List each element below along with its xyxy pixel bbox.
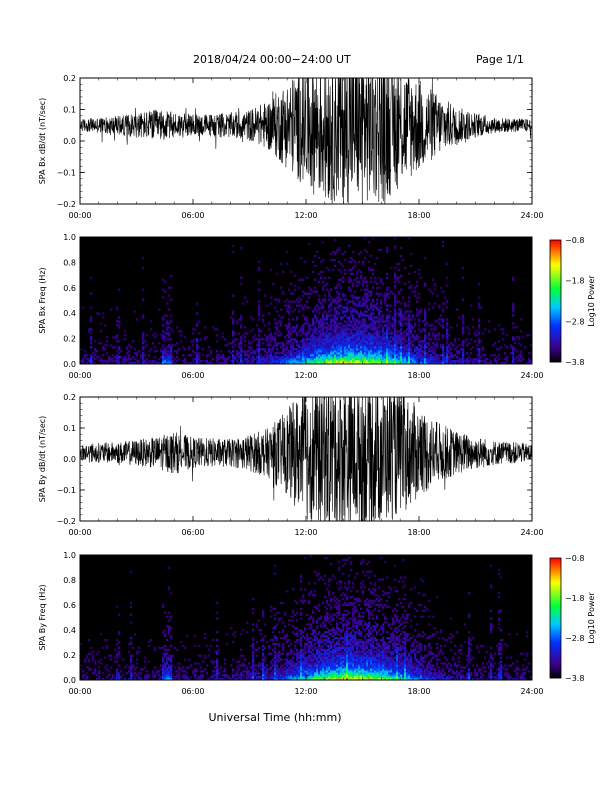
x-tick-label: 24:00 <box>520 371 543 380</box>
x-tick-label: 24:00 <box>520 211 543 220</box>
colorbar-label: Log10 Power <box>587 275 596 327</box>
x-tick-label: 12:00 <box>294 528 317 537</box>
x-tick-label: 18:00 <box>407 687 430 696</box>
colorbar-tick-label: −2.8 <box>565 634 584 643</box>
y-tick-label: 0.4 <box>63 626 76 635</box>
colorbar-tick-label: −0.8 <box>565 236 584 245</box>
page-title: 2018/04/24 00:00−24:00 UT <box>193 53 351 66</box>
panel-2: −0.8 −1.8 −2.8 −3.8 Log10 Power 0.0 0.2 0.4 0.6 0… <box>38 233 596 380</box>
colorbar-label: Log10 Power <box>587 592 596 644</box>
x-tick-label: 00:00 <box>68 371 91 380</box>
x-tick-label: 18:00 <box>407 528 430 537</box>
y-tick-label: 0.0 <box>63 137 76 146</box>
y-tick-label: 0.6 <box>63 601 76 610</box>
y-tick-label: 1.0 <box>63 233 76 242</box>
x-tick-label: 18:00 <box>407 211 430 220</box>
x-tick-label: 00:00 <box>68 687 91 696</box>
y-tick-label: 0.2 <box>63 393 76 402</box>
y-tick-label: −0.1 <box>57 486 76 495</box>
y-tick-label: 0.2 <box>63 335 76 344</box>
y-tick-label: 0.8 <box>63 258 76 267</box>
x-tick-label: 12:00 <box>294 687 317 696</box>
series-line <box>80 397 532 521</box>
y-tick-label: 0.4 <box>63 309 76 318</box>
colorbar-tick-label: −0.8 <box>565 554 584 563</box>
colorbar-tick-label: −2.8 <box>565 317 584 326</box>
panel-3: −0.2 −0.1 0.0 0.1 0.2 00:00 06:00 12:00 18:00 24:… <box>38 393 544 537</box>
colorbar: −0.8 −1.8 −2.8 −3.8 Log10 Power <box>549 236 596 367</box>
y-tick-label: 0.0 <box>63 676 76 685</box>
y-tick-label: −0.2 <box>57 517 76 526</box>
colorbar-tick-label: −3.8 <box>565 358 584 367</box>
y-tick-label: −0.2 <box>57 200 76 209</box>
y-tick-label: 0.2 <box>63 651 76 660</box>
panel-1: −0.2 −0.1 0.0 0.1 0.2 00:00 06:00 12:00 18:00 24:… <box>38 74 544 220</box>
x-tick-label: 06:00 <box>181 528 204 537</box>
x-tick-label: 12:00 <box>294 211 317 220</box>
colorbar-tick-label: −1.8 <box>565 277 584 286</box>
heatmap-cells <box>80 237 533 365</box>
y-tick-label: 0.1 <box>63 106 76 115</box>
y-tick-label: −0.1 <box>57 169 76 178</box>
y-axis-label: SPA Bx Freq (Hz) <box>38 267 47 333</box>
x-axis-label: Universal Time (hh:mm) <box>209 711 342 724</box>
y-tick-label: 0.8 <box>63 576 76 585</box>
panel-4: −0.8 −1.8 −2.8 −3.8 Log10 Power 0.0 0.2 0.4 0.6 0… <box>38 551 596 696</box>
series-line <box>80 78 532 204</box>
y-tick-label: 0.0 <box>63 455 76 464</box>
colorbar-tick-label: −1.8 <box>565 594 584 603</box>
y-tick-label: 1.0 <box>63 551 76 560</box>
x-tick-label: 24:00 <box>520 687 543 696</box>
colorbar: −0.8 −1.8 −2.8 −3.8 Log10 Power <box>549 554 596 683</box>
y-axis-label: SPA Bx dB/dt (nT/sec) <box>38 98 47 185</box>
y-axis-label: SPA By Freq (Hz) <box>38 584 47 650</box>
y-tick-label: 0.1 <box>63 424 76 433</box>
x-tick-label: 24:00 <box>520 528 543 537</box>
y-tick-label: 0.6 <box>63 284 76 293</box>
x-tick-label: 06:00 <box>181 371 204 380</box>
x-tick-label: 12:00 <box>294 371 317 380</box>
y-axis-label: SPA By dB/dt (nT/sec) <box>38 416 47 503</box>
x-tick-label: 00:00 <box>68 528 91 537</box>
y-tick-label: 0.0 <box>63 360 76 369</box>
x-tick-label: 06:00 <box>181 687 204 696</box>
x-tick-label: 18:00 <box>407 371 430 380</box>
x-tick-label: 06:00 <box>181 211 204 220</box>
heatmap-cells <box>80 555 533 681</box>
y-tick-label: 0.2 <box>63 74 76 83</box>
page-number: Page 1/1 <box>476 53 524 66</box>
x-tick-label: 00:00 <box>68 211 91 220</box>
colorbar-tick-label: −3.8 <box>565 674 584 683</box>
